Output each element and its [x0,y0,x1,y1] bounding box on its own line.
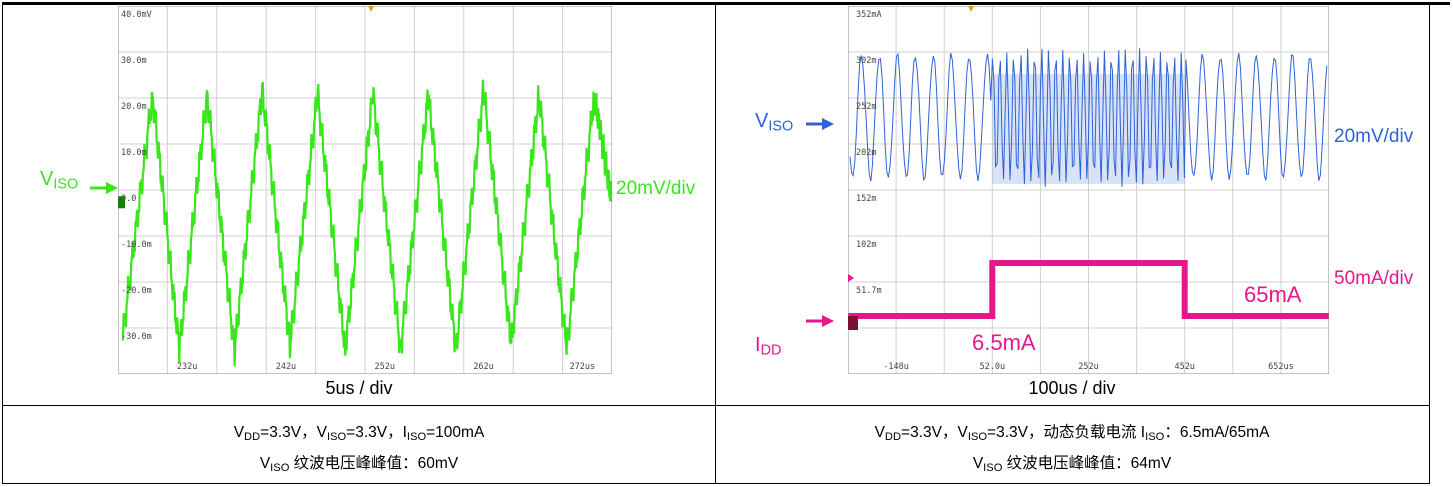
left-y-tick-label: -10.0m [121,240,152,250]
left-x-tick-label: 252u [375,362,395,372]
left-y-tick-labels: 40.0mV 30.0m 20.0m 10.0m 0.0 -10.0m -20.0m -30.… [121,10,152,342]
left-y-tick-label: 0.0 [121,194,136,204]
left-condition-line2: VISO 纹波电压峰峰值：60mV [259,455,459,474]
right-x-tick-labels: -148u 52.0u 252u 452u 652us [883,362,1293,372]
left-arrow-icon [90,182,118,194]
right-i-scale-label: 50mA/div [1334,268,1414,289]
right-oscilloscope-plot: 352mA 302m 252m 202m 152m 102m 51.7m -148u 52.0… [848,6,1329,374]
right-y-tick-labels: 352mA 302m 252m 202m 152m 102m 51.7m [856,10,882,296]
viso-ripple-line [849,48,1328,187]
right-y-tick-label: 102m [856,240,876,250]
right-y-tick-label: 152m [856,194,876,204]
right-viso-trace [849,48,1328,187]
right-x-tick-label: 52.0u [980,362,1006,372]
right-x-tick-label: -148u [883,362,909,372]
right-y-tick-label: 302m [856,56,876,66]
left-y-tick-label: 30.0m [121,56,147,66]
left-oscilloscope-plot: 40.0mV 30.0m 20.0m 10.0m 0.0 -10.0m -20.0m -30.… [118,6,612,374]
left-y-tick-label: 40.0mV [121,10,152,20]
right-v-scale-label: 20mV/div [1334,126,1414,147]
left-trigger-marker [368,6,374,12]
viso-dense-band [992,74,1185,184]
left-viso-label: VISO [40,168,79,193]
left-scale-label: 20mV/div [616,178,696,199]
right-y-tick-label: 202m [856,148,876,158]
right-idd-ground-marker [848,316,858,330]
left-x-tick-label: 232u [177,362,197,372]
left-viso-trace [121,79,612,367]
right-v-arrow-icon [806,118,834,130]
left-x-tick-label: 272us [570,362,596,372]
left-grid [118,6,612,374]
left-y-tick-label: 10.0m [121,148,147,158]
right-x-tick-label: 252u [1078,362,1098,372]
right-trigger-level-marker [848,274,854,282]
right-condition-line1: VDD=3.3V，VISO=3.3V，动态负载电流 IISO：6.5mA/65m… [874,424,1270,443]
right-trigger-marker [968,6,974,12]
current-low-label: 6.5mA [972,330,1036,355]
left-condition-line1: VDD=3.3V，VISO=3.3V，IISO=100mA [233,424,485,443]
left-x-tick-labels: 232u 242u 252u 262u 272us [177,362,595,372]
left-x-tick-label: 242u [276,362,296,372]
left-y-tick-label: -20.0m [121,286,152,296]
current-high-label: 65mA [1244,282,1302,307]
right-x-tick-label: 452u [1174,362,1194,372]
right-condition-line2: VISO 纹波电压峰峰值：64mV [972,455,1172,474]
left-y-tick-label: -30.0m [121,332,152,342]
right-viso-label: VISO [755,110,794,135]
right-x-tick-label: 652us [1268,362,1294,372]
left-y-tick-label: 20.0m [121,102,147,112]
right-y-tick-label: 352mA [856,10,882,20]
left-x-tick-label: 262u [473,362,493,372]
right-time-caption: 100us / div [1028,378,1116,398]
right-y-tick-label: 252m [856,102,876,112]
right-idd-label: IDD [755,334,782,359]
left-ground-marker [118,196,125,209]
right-y-tick-label: 51.7m [856,286,882,296]
right-i-arrow-icon [806,315,834,327]
row-divider [2,405,1430,406]
right-idd-trace [848,260,1329,319]
column-divider [715,2,716,484]
top-rule [2,2,1450,5]
left-time-caption: 5us / div [325,378,393,398]
